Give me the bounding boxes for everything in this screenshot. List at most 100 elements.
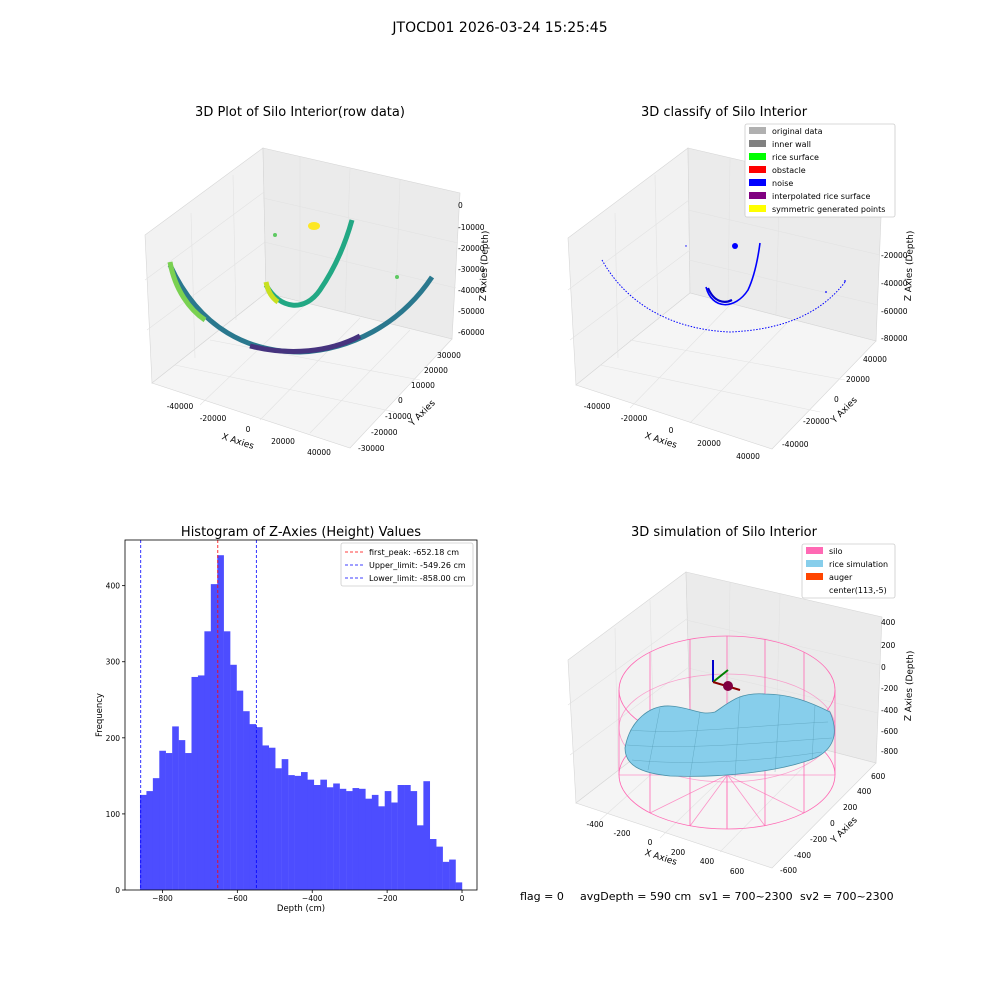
classify-x-tick: 0 — [669, 426, 674, 435]
histogram-bar — [339, 788, 347, 890]
avg-depth-text: avgDepth = 590 cm — [580, 890, 691, 903]
classify-y-tick: 40000 — [863, 355, 887, 364]
simulation-legend-label: auger — [829, 573, 853, 582]
sim-x-tick: 600 — [730, 867, 745, 876]
histogram-x-tick-label: 0 — [460, 894, 465, 903]
classify-noise-cluster — [732, 243, 738, 249]
simulation-legend-swatch — [806, 560, 823, 567]
histogram-bar — [346, 791, 353, 890]
histogram-bar — [416, 825, 424, 890]
panel-raw-title: 3D Plot of Silo Interior(row data) — [195, 105, 405, 120]
raw-outer-arc-bottom — [249, 333, 362, 354]
classify-noise-point — [685, 245, 687, 247]
sim-z-tick: 200 — [881, 641, 896, 650]
histogram-bar — [378, 806, 385, 890]
histogram-bar — [159, 750, 166, 890]
histogram-legend-label: Lower_limit: -858.00 cm — [369, 574, 466, 583]
classify-legend-label: symmetric generated points — [772, 205, 885, 214]
sim-x-ticklabels: -400 -200 0 200 400 600 — [586, 820, 744, 876]
classify-x-tick: 20000 — [697, 439, 721, 448]
classify-legend-box — [744, 123, 896, 218]
histogram-legend-box — [340, 542, 474, 587]
raw-z-tick: -40000 — [458, 286, 485, 295]
raw-x-tick: 20000 — [271, 437, 295, 446]
histogram-bar — [455, 882, 463, 890]
raw-point — [395, 275, 399, 279]
classify-noise-point — [825, 291, 827, 293]
panel-histogram: Histogram of Z-Axies (Height) Values −80… — [95, 525, 478, 914]
histogram-bar — [320, 779, 327, 890]
classify-legend-items: original data inner wall rice surface obsta… — [749, 127, 885, 214]
sim-x-tick: 200 — [671, 848, 686, 857]
classify-z-label: Z Axies (Depth) — [904, 231, 916, 302]
histogram-x-tick-label: −200 — [377, 894, 398, 903]
raw-z-ticklabels: 0 -10000 -20000 -30000 -40000 -50000 -60… — [458, 201, 485, 337]
histogram-bar — [384, 791, 392, 890]
raw-y-tick: -10000 — [385, 412, 412, 421]
raw-x-label: X Axies — [220, 432, 255, 452]
raw-x-ticklabels: -40000 -20000 0 20000 40000 — [167, 402, 331, 457]
sim-z-tick: 400 — [881, 618, 896, 627]
sim-y-tick: -400 — [794, 851, 811, 860]
sim-z-tick: -800 — [881, 747, 898, 756]
histogram-bar — [230, 664, 237, 890]
histogram-bar — [365, 798, 373, 890]
histogram-bar — [449, 859, 456, 890]
histogram-bar — [371, 794, 379, 890]
histogram-bar — [326, 787, 334, 890]
classify-legend-swatch — [749, 205, 766, 212]
figure-suptitle: JTOCD01 2026-03-24 15:25:45 — [391, 20, 607, 36]
histogram-bar — [262, 745, 269, 890]
classify-x-ticklabels: -40000 -20000 0 20000 40000 — [584, 402, 760, 461]
histogram-bar — [146, 791, 154, 890]
histogram-legend-label: first_peak: -652.18 cm — [369, 548, 459, 557]
raw-y-tick: 20000 — [424, 366, 448, 375]
histogram-x-tick-label: −400 — [302, 894, 323, 903]
histogram-y-tick-label: 400 — [106, 582, 121, 591]
histogram-legend-items: first_peak: -652.18 cm Upper_limit: -549.… — [345, 548, 466, 583]
sim-z-tick: -400 — [881, 706, 898, 715]
histogram-y-tick-label: 100 — [106, 810, 121, 819]
raw-y-tick: 0 — [398, 396, 403, 405]
histogram-bar — [197, 675, 205, 890]
classify-y-tick: -40000 — [782, 440, 809, 449]
raw-inner-arc-tip — [263, 281, 280, 305]
classify-y-tick: 0 — [834, 395, 839, 404]
raw-x-tick: -20000 — [200, 414, 227, 423]
classify-z-tick: -20000 — [881, 251, 908, 260]
classify-legend-swatch — [749, 166, 766, 173]
histogram-bar — [281, 759, 289, 890]
histogram-plot-frame — [124, 539, 478, 891]
histogram-bar — [191, 676, 199, 890]
histogram-bar — [139, 794, 147, 890]
histogram-bars — [139, 555, 463, 890]
status-footer: flag = 0 avgDepth = 590 cm sv1 = 700~230… — [520, 890, 894, 903]
histogram-bar — [436, 846, 443, 890]
panel-classify: 3D classify of Silo Interior original da… — [567, 105, 916, 461]
histogram-x-tick-label: −600 — [227, 894, 248, 903]
histogram-bar — [358, 788, 366, 890]
auger-center — [723, 681, 733, 691]
simulation-legend-label: center(113,-5) — [829, 586, 887, 595]
raw-x-tick: 40000 — [307, 448, 331, 457]
classify-legend-swatch — [749, 127, 766, 134]
raw-z-tick: 0 — [458, 201, 463, 210]
classify-legend-label: noise — [772, 179, 793, 188]
simulation-legend-label: rice simulation — [829, 560, 888, 569]
classify-outer-ring — [601, 259, 846, 333]
classify-legend-swatch — [749, 153, 766, 160]
histogram-title: Histogram of Z-Axies (Height) Values — [181, 525, 421, 540]
classify-x-tick: 40000 — [736, 452, 760, 461]
histogram-bar — [236, 690, 244, 890]
histogram-bar — [255, 727, 263, 890]
raw-z-tick: -50000 — [458, 307, 485, 316]
raw-z-label: Z Axies (Depth) — [479, 231, 491, 302]
classify-z-ticklabels: -20000 -40000 -60000 -80000 — [881, 251, 908, 343]
classify-z-tick: -40000 — [881, 279, 908, 288]
raw-outer-arc-left-end — [167, 261, 207, 323]
classify-inner-arc — [705, 242, 761, 306]
sim-x-tick: 0 — [648, 838, 653, 847]
histogram-bar — [172, 726, 179, 890]
sim-z-tick: 0 — [881, 663, 886, 672]
simulation-title: 3D simulation of Silo Interior — [631, 525, 818, 540]
